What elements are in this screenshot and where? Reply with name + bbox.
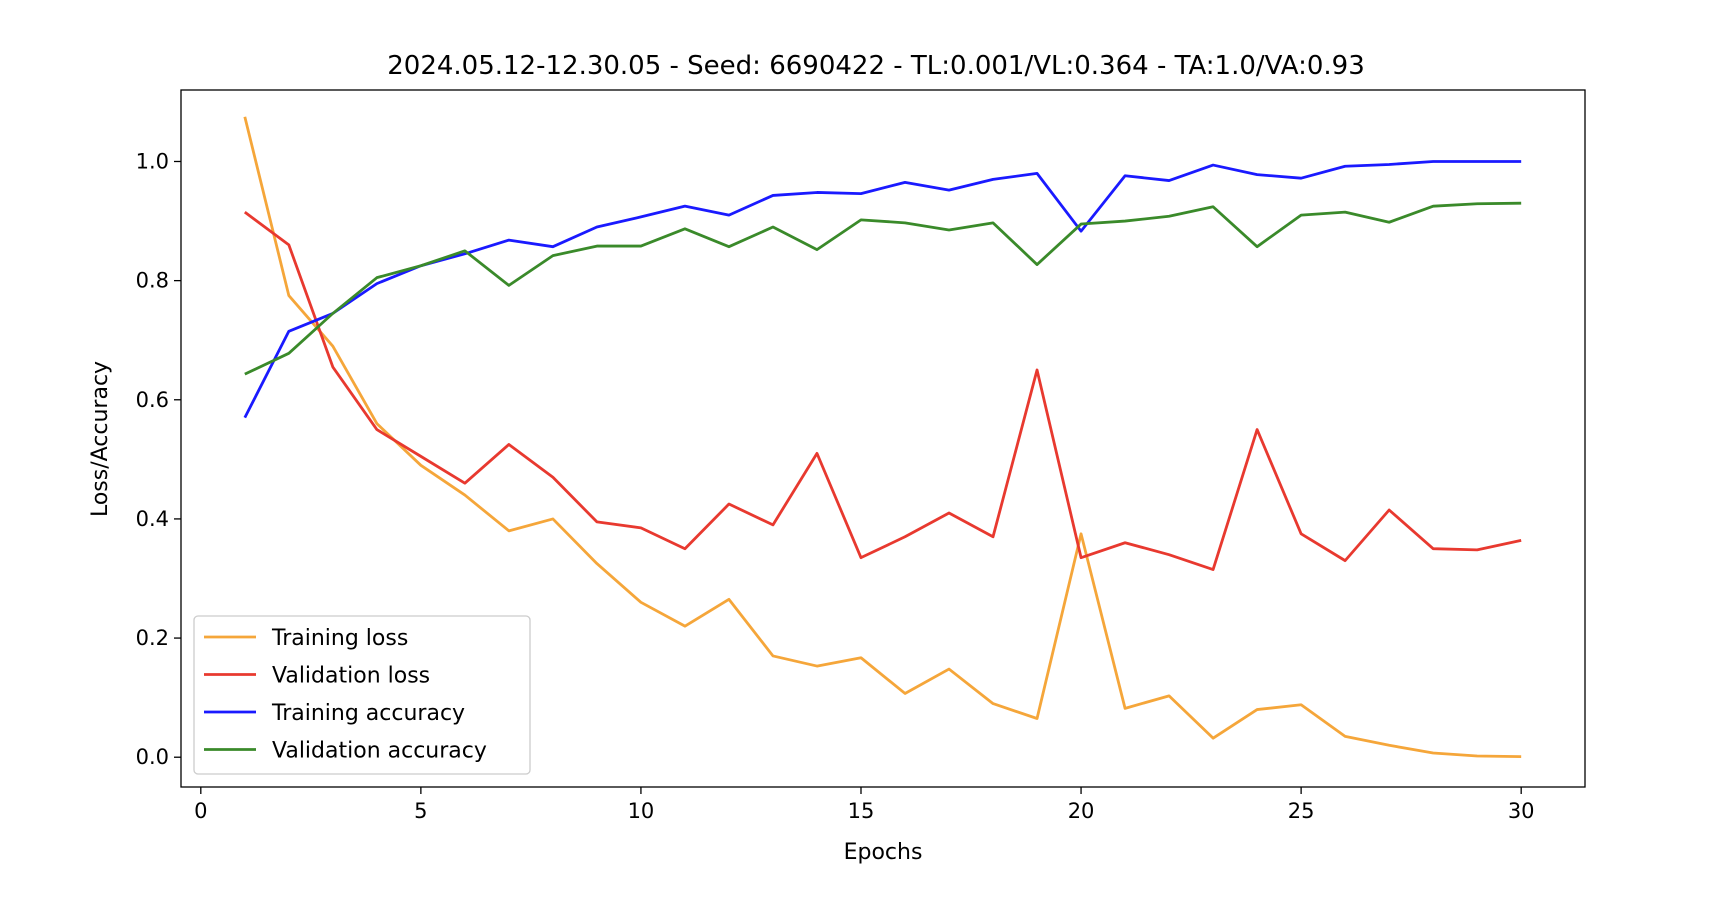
- x-tick-label: 0: [194, 799, 207, 823]
- x-tick-label: 30: [1508, 799, 1535, 823]
- series-line-validation-loss: [243, 210, 1522, 571]
- legend: Training loss Validation loss Training acc…: [193, 615, 531, 775]
- plot-frame: [180, 89, 1586, 788]
- y-tick-label: 0.8: [136, 269, 169, 293]
- x-tick-label: 25: [1288, 799, 1315, 823]
- series-line-validation-accuracy: [244, 201, 1522, 376]
- x-tick-label: 20: [1068, 799, 1095, 823]
- x-tick-label: 10: [628, 799, 655, 823]
- y-axis: 0.0 0.2 0.4 0.6 0.8 1.0: [136, 149, 181, 769]
- series-layer: [243, 116, 1522, 759]
- x-axis: 0 5 10 15 20 25 30: [194, 787, 1535, 823]
- legend-label-training-accuracy: Training accuracy: [271, 701, 465, 726]
- x-tick-label: 5: [414, 799, 427, 823]
- x-tick-label: 15: [848, 799, 875, 823]
- y-tick-label: 0.4: [136, 507, 169, 531]
- x-axis-label: Epochs: [844, 840, 923, 865]
- legend-label-validation-accuracy: Validation accuracy: [272, 739, 487, 764]
- legend-box: [193, 615, 531, 775]
- legend-label-training-loss: Training loss: [271, 626, 408, 651]
- y-tick-label: 0.6: [136, 388, 169, 412]
- series-line-training-loss: [243, 116, 1522, 759]
- y-tick-label: 0.0: [136, 745, 169, 769]
- y-axis-label: Loss/Accuracy: [88, 361, 113, 517]
- y-tick-label: 1.0: [136, 149, 169, 173]
- chart-title: 2024.05.12-12.30.05 - Seed: 6690422 - TL…: [387, 51, 1365, 81]
- series-line-training-accuracy: [243, 160, 1522, 419]
- y-tick-label: 0.2: [136, 626, 169, 650]
- legend-label-validation-loss: Validation loss: [272, 664, 430, 689]
